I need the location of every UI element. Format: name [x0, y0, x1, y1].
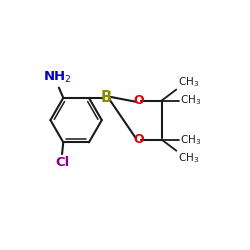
Text: B: B: [100, 90, 112, 106]
Text: CH$_3$: CH$_3$: [178, 152, 199, 165]
Text: O: O: [133, 94, 144, 107]
Text: Cl: Cl: [55, 156, 69, 169]
Text: CH$_3$: CH$_3$: [180, 94, 201, 108]
Text: NH$_2$: NH$_2$: [44, 70, 72, 85]
Text: CH$_3$: CH$_3$: [178, 75, 199, 89]
Text: CH$_3$: CH$_3$: [180, 133, 201, 146]
Text: O: O: [133, 133, 144, 146]
